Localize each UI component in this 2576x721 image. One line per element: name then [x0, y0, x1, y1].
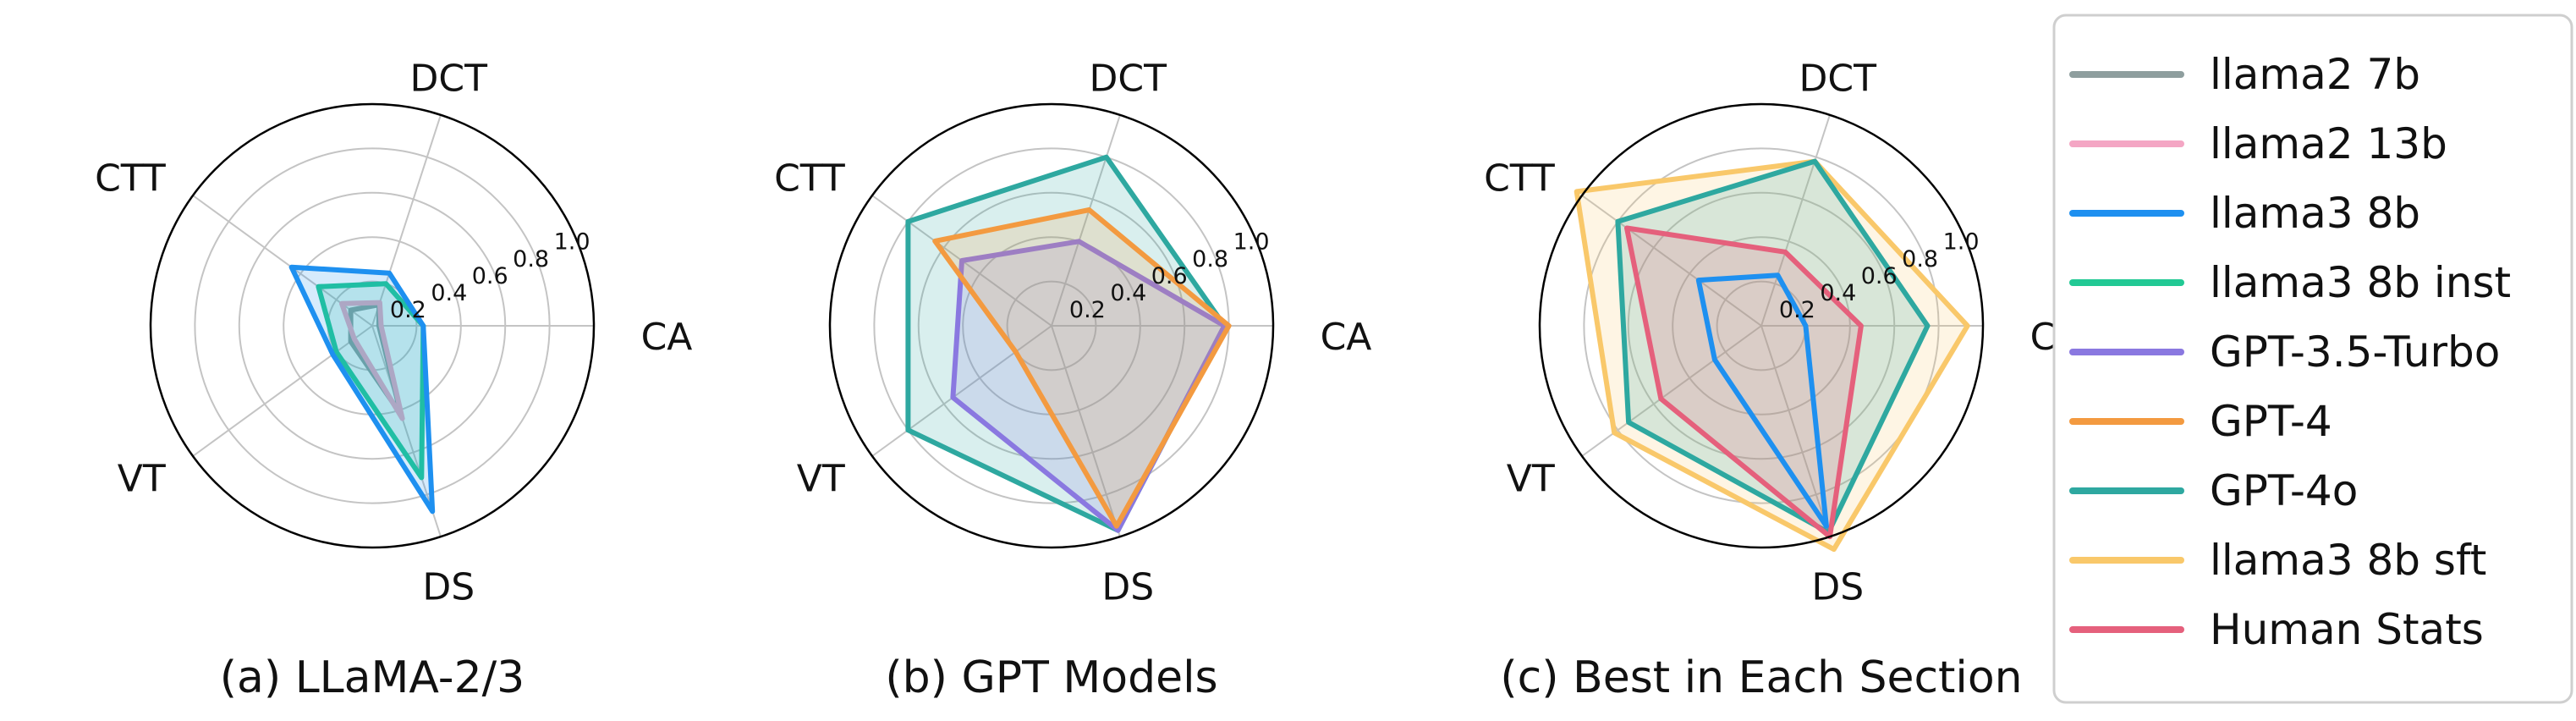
axis-label-dct: DCT: [1799, 57, 1876, 100]
radial-tick-label: 0.2: [1779, 297, 1815, 323]
radial-tick-label: 0.2: [390, 297, 426, 323]
grid-spoke: [192, 325, 373, 457]
legend-item-llama3-8b: llama3 8b: [2069, 189, 2420, 238]
outer-circle: [1538, 102, 1985, 549]
legend-box: [2052, 14, 2573, 704]
panel-caption: (c) Best in Each Section: [1500, 652, 2022, 703]
grid-spoke: [1581, 195, 1762, 327]
axis-label-dct: DCT: [409, 57, 487, 100]
outer-circle: [828, 102, 1275, 549]
radial-tick-label: 1.0: [554, 229, 590, 256]
series-llama3-8b-inst: [316, 281, 426, 481]
series-llama2-13b: [339, 300, 405, 421]
legend-label: llama3 8b sft: [2210, 536, 2486, 585]
radial-tick-label: 0.4: [1110, 280, 1146, 306]
grid-spoke: [1760, 325, 1831, 537]
radial-tick-label: 0.6: [1861, 263, 1898, 289]
grid-spoke: [1051, 325, 1121, 537]
panel-caption: (b) GPT Models: [885, 652, 1217, 703]
legend-label: GPT-4: [2210, 397, 2332, 446]
series-human-stats: [1624, 225, 1864, 540]
legend-item-llama3-8b-sft: llama3 8b sft: [2069, 536, 2486, 585]
legend-item-gpt-4o: GPT-4o: [2069, 466, 2358, 515]
grid-spoke: [871, 325, 1052, 457]
legend-item-human-stats: Human Stats: [2069, 605, 2484, 654]
grid-spoke: [371, 114, 442, 327]
radial-tick-label: 0.8: [1902, 246, 1938, 272]
grid-spoke: [371, 325, 442, 537]
series-llama3-8b: [288, 264, 436, 515]
axis-label-ca: CA: [1321, 316, 1372, 359]
radial-tick-label: 0.2: [1069, 297, 1106, 323]
legend-item-gpt-4: GPT-4: [2069, 397, 2332, 446]
legend-label: GPT-3.5-Turbo: [2210, 327, 2500, 377]
grid-spoke: [1760, 114, 1831, 327]
axis-label-ca: CA: [641, 316, 693, 359]
legend-label: Human Stats: [2210, 605, 2484, 654]
legend-label: llama2 7b: [2210, 50, 2420, 99]
grid-spoke: [1581, 325, 1762, 457]
legend-item-gpt-3-5-turbo: GPT-3.5-Turbo: [2069, 327, 2500, 377]
legend-item-llama2-13b: llama2 13b: [2069, 119, 2447, 168]
series-llama3-8b: [1695, 272, 1829, 529]
radial-tick-label: 0.6: [472, 263, 508, 289]
radial-tick-label: 1.0: [1943, 229, 1980, 256]
axis-label-ds: DS: [1811, 566, 1864, 609]
legend-item-llama3-8b-inst: llama3 8b inst: [2069, 258, 2511, 307]
radial-tick-label: 0.8: [513, 246, 549, 272]
outer-circle: [149, 102, 596, 549]
radar-panel-2: 0.20.40.60.81.0 CA DCT CTT VT DS (b) GPT Model…: [774, 57, 1371, 703]
axis-label-vt: VT: [797, 458, 845, 501]
radial-tick-label: 0.4: [431, 280, 467, 306]
axis-label-vt: VT: [118, 458, 166, 501]
legend-label: llama3 8b inst: [2210, 258, 2511, 307]
axis-label-ctt: CTT: [774, 157, 845, 200]
radar-panel-1: 0.20.40.60.81.0 CA DCT CTT VT DS (a) LLaMA-2/3: [95, 57, 692, 703]
axis-label-dct: DCT: [1089, 57, 1167, 100]
legend: llama2 7b llama2 13b llama3 8b llama3 8b in…: [2052, 14, 2573, 704]
grid-spoke: [1051, 114, 1121, 327]
axis-label-ctt: CTT: [95, 157, 166, 200]
legend-item-llama2-7b: llama2 7b: [2069, 50, 2420, 99]
radial-tick-label: 1.0: [1233, 229, 1270, 256]
axis-label-ctt: CTT: [1484, 157, 1555, 200]
radial-tick-label: 0.4: [1820, 280, 1856, 306]
series-gpt-4o: [1615, 158, 1931, 536]
series-gpt-4: [932, 207, 1232, 529]
series-llama3-8b-sft: [1574, 158, 1970, 553]
legend-label: GPT-4o: [2210, 466, 2358, 515]
axis-label-vt: VT: [1507, 458, 1555, 501]
radial-tick-label: 0.8: [1192, 246, 1228, 272]
legend-label: llama2 13b: [2210, 119, 2447, 168]
axis-label-ds: DS: [422, 566, 475, 609]
legend-label: llama3 8b: [2210, 189, 2420, 238]
radial-tick-label: 0.6: [1151, 263, 1188, 289]
panel-caption: (a) LLaMA-2/3: [220, 652, 525, 703]
axis-label-ds: DS: [1101, 566, 1154, 609]
